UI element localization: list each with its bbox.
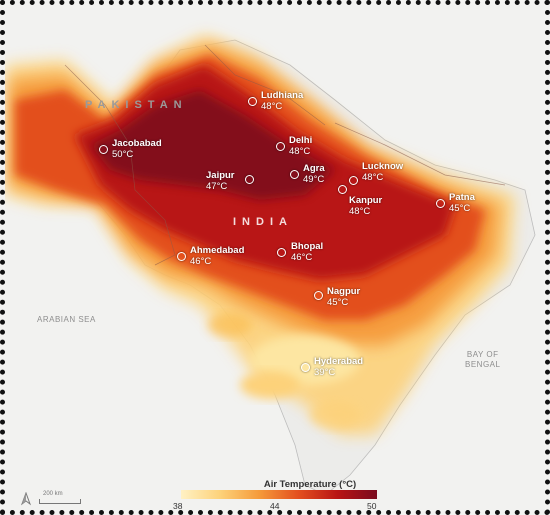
city-marker-kanpur[interactable] xyxy=(338,185,347,194)
city-marker-lucknow[interactable] xyxy=(349,176,358,185)
country-label-pakistan: PAKISTAN xyxy=(85,99,188,111)
city-name: Jacobabad xyxy=(112,138,162,149)
city-marker-jaipur[interactable] xyxy=(245,175,254,184)
city-label-bhopal: Bhopal 46°C xyxy=(291,241,323,263)
country-label-india: INDIA xyxy=(233,216,293,228)
city-marker-hyderabad[interactable] xyxy=(301,363,310,372)
city-marker-agra[interactable] xyxy=(290,170,299,179)
sea-label-bay-line2: BENGAL xyxy=(465,360,501,369)
city-temp: 45°C xyxy=(327,297,349,308)
city-temp: 46°C xyxy=(190,256,212,267)
country-borders xyxy=(64,44,506,266)
city-label-delhi: Delhi 48°C xyxy=(289,135,312,157)
city-name: Ahmedabad xyxy=(190,245,245,256)
city-label-nagpur: Nagpur 45°C xyxy=(327,286,360,308)
sea-label-bay-of-bengal: BAY OF BENGAL xyxy=(465,350,500,370)
city-name: Agra xyxy=(303,163,325,174)
city-temp: 49°C xyxy=(303,174,325,185)
city-label-agra: Agra 49°C xyxy=(303,163,325,185)
city-name: Bhopal xyxy=(291,241,324,252)
city-marker-ahmedabad[interactable] xyxy=(177,252,186,261)
city-temp: 47°C xyxy=(206,181,228,192)
heat-map xyxy=(5,5,545,510)
city-name: Hyderabad xyxy=(314,356,364,367)
legend-tick-min: 38 xyxy=(173,501,183,511)
city-name: Kanpur xyxy=(349,195,383,206)
legend-color-bar xyxy=(181,490,377,499)
city-label-lucknow: Lucknow 48°C xyxy=(362,161,403,183)
sea-label-bay-line1: BAY OF xyxy=(466,350,499,359)
city-marker-jacobabad[interactable] xyxy=(99,145,108,154)
city-name: Ludhiana xyxy=(261,90,304,101)
scale-label: 200 km xyxy=(43,491,63,497)
sea-label-arabian: ARABIAN SEA xyxy=(37,315,96,324)
legend-tick-mid: 44 xyxy=(270,501,280,511)
scale-bar xyxy=(39,499,81,504)
city-label-ahmedabad: Ahmedabad 46°C xyxy=(190,245,244,267)
city-temp: 48°C xyxy=(349,206,371,217)
city-name: Nagpur xyxy=(327,286,361,297)
city-label-kanpur: Kanpur 48°C xyxy=(349,195,382,217)
city-temp: 39°C xyxy=(314,367,336,378)
city-label-patna: Patna 45°C xyxy=(449,192,475,214)
city-label-hyderabad: Hyderabad 39°C xyxy=(314,356,363,378)
city-marker-nagpur[interactable] xyxy=(314,291,323,300)
city-marker-bhopal[interactable] xyxy=(277,248,286,257)
city-temp: 50°C xyxy=(112,149,134,160)
city-name: Delhi xyxy=(289,135,313,146)
city-label-jaipur: Jaipur 47°C xyxy=(206,170,235,192)
legend-title: Air Temperature (°C) xyxy=(263,479,357,490)
legend-tick-max: 50 xyxy=(367,501,377,511)
city-temp: 48°C xyxy=(362,172,384,183)
city-marker-delhi[interactable] xyxy=(276,142,285,151)
city-name: Jaipur xyxy=(206,170,235,181)
city-label-ludhiana: Ludhiana 48°C xyxy=(261,90,303,112)
city-temp: 48°C xyxy=(261,101,283,112)
city-name: Lucknow xyxy=(362,161,404,172)
city-temp: 45°C xyxy=(449,203,471,214)
city-label-jacobabad: Jacobabad 50°C xyxy=(112,138,162,160)
city-name: Patna xyxy=(449,192,475,203)
north-arrow-icon xyxy=(20,492,32,506)
heat-layer xyxy=(5,35,515,435)
city-temp: 46°C xyxy=(291,252,313,263)
city-marker-patna[interactable] xyxy=(436,199,445,208)
city-temp: 48°C xyxy=(289,146,311,157)
city-marker-ludhiana[interactable] xyxy=(248,97,257,106)
